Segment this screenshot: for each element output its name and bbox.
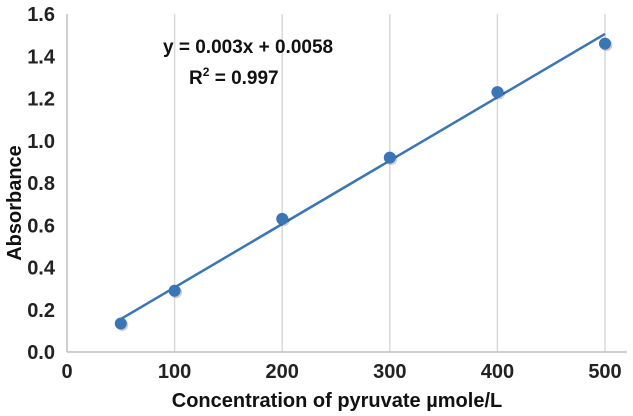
y-tick-label: 0.4	[27, 258, 56, 280]
x-tick-label: 400	[481, 361, 514, 383]
y-tick-label: 1.0	[27, 131, 55, 153]
trendline-group	[120, 32, 606, 321]
r-squared-label: R2 = 0.997	[189, 65, 279, 89]
y-tick-label: 0.6	[27, 215, 55, 237]
x-tick-labels: 0 100 200 300 400 500	[61, 361, 621, 383]
data-point	[491, 86, 504, 99]
data-point	[599, 37, 611, 50]
equation-label: y = 0.003x + 0.0058	[163, 37, 333, 58]
x-tick-label: 500	[588, 361, 621, 383]
y-tick-label: 0.2	[27, 300, 55, 322]
data-point	[168, 284, 181, 297]
y-tick-labels: 0.0 0.2 0.4 0.6 0.8 1.0 1.2 1.4 1.6	[27, 4, 56, 364]
x-tick-label: 0	[61, 361, 72, 383]
y-tick-label: 1.2	[27, 89, 55, 111]
y-axis-title: Absorbance	[4, 145, 26, 261]
y-tick-label: 0.8	[27, 173, 55, 195]
data-points	[114, 37, 613, 331]
grid-lines	[173, 14, 606, 352]
axes	[66, 14, 627, 353]
r-squared-value: = 0.997	[209, 68, 278, 89]
data-point	[114, 317, 127, 330]
r-squared-superscript: 2	[203, 65, 210, 79]
y-tick-label: 1.6	[27, 4, 55, 26]
r-squared-prefix: R	[189, 68, 203, 89]
data-point	[383, 151, 396, 164]
y-tick-label: 1.4	[27, 46, 56, 68]
x-tick-label: 200	[266, 361, 299, 383]
trendline	[120, 32, 606, 321]
y-tick-label: 0.0	[27, 342, 55, 364]
x-tick-label: 300	[373, 361, 406, 383]
data-point	[276, 212, 289, 225]
x-axis-title: Concentration of pyruvate µmole/L	[172, 390, 502, 412]
x-tick-label: 100	[158, 361, 191, 383]
